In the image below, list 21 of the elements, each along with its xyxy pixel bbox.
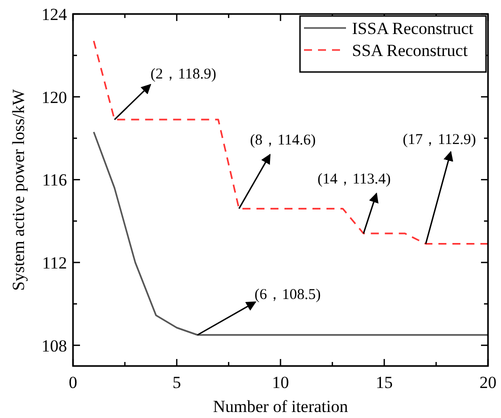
y-tick-label: 124 [42, 5, 68, 24]
annotation: (17，112.9) [402, 132, 476, 148]
annotation: (8，114.6) [250, 132, 316, 149]
line-series [92, 40, 489, 245]
x-tick-label: 20 [480, 373, 496, 392]
y-tick-label: 120 [42, 88, 67, 107]
x-tick-label: 15 [376, 373, 393, 392]
x-tick-label: 0 [68, 373, 78, 392]
y-tick-label: 112 [42, 253, 67, 272]
y-tick-label: 108 [42, 336, 67, 356]
x-axis-title: Number of iteration [212, 397, 349, 416]
line-series [92, 131, 489, 336]
y-axis-title: System active power loss/kW [9, 88, 28, 291]
x-tick-label: 10 [272, 373, 289, 392]
y-tick-label: 116 [42, 170, 67, 190]
annotation: (14，113.4) [318, 171, 391, 188]
x-tick-label: 5 [172, 373, 181, 392]
annotation: (6，108.5) [254, 286, 321, 303]
legend-label: SSA Reconstruct [352, 41, 468, 60]
annotation: (2，118.9) [150, 66, 216, 83]
legend-label: ISSA Reconstruct [352, 19, 474, 38]
